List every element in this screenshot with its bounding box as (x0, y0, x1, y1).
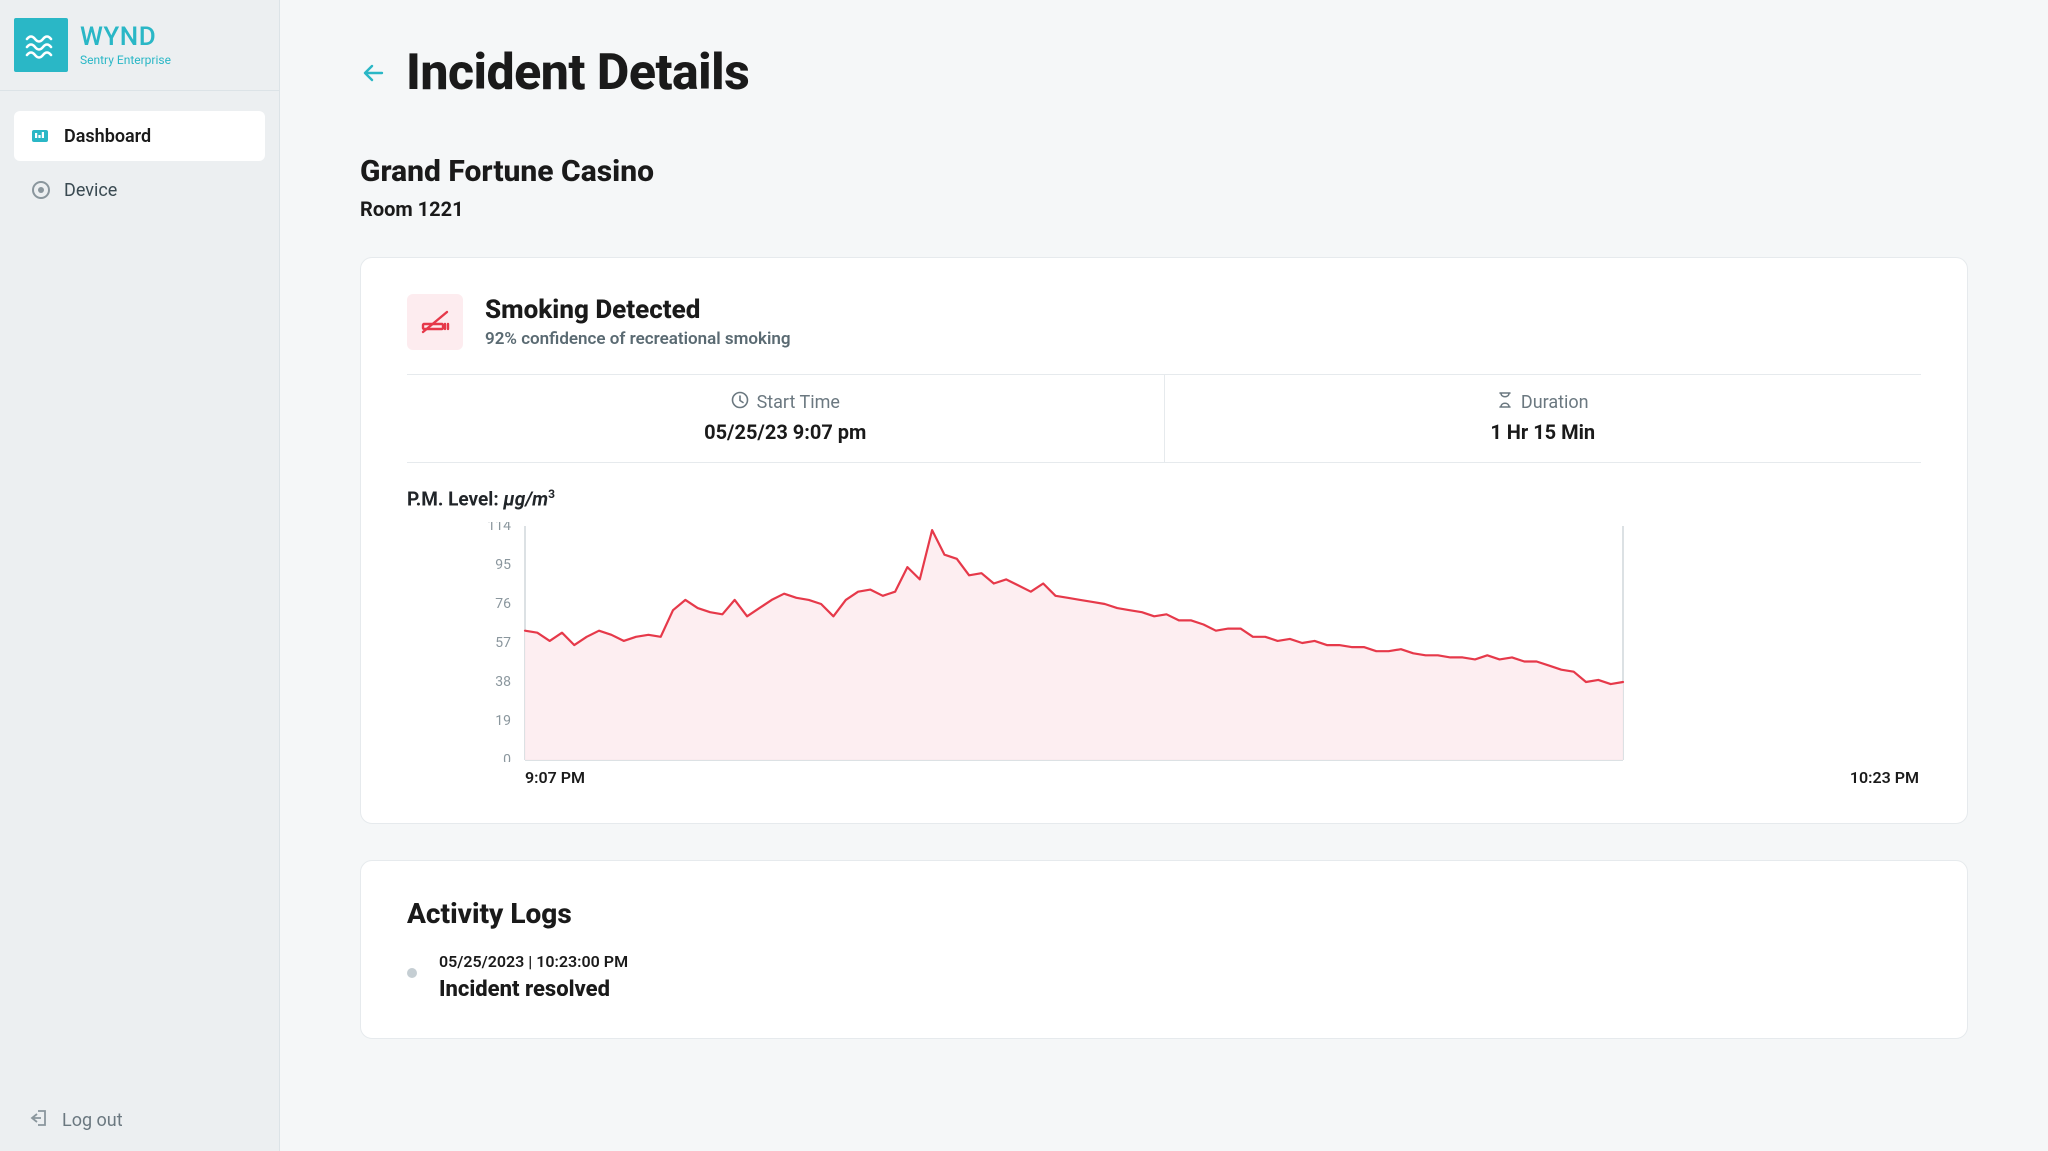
activity-logs-title: Activity Logs (407, 897, 1921, 930)
clock-icon (731, 391, 749, 414)
meta-duration-label: Duration (1521, 392, 1589, 413)
incident-card: Smoking Detected 92% confidence of recre… (360, 257, 1968, 824)
back-button[interactable] (360, 59, 388, 87)
arrow-left-icon (360, 59, 388, 87)
brand-text: WYND Sentry Enterprise (80, 24, 171, 66)
incident-meta: Start Time 05/25/23 9:07 pm Duration 1 H… (407, 375, 1921, 463)
log-dot-icon (407, 968, 417, 978)
brand: WYND Sentry Enterprise (0, 0, 279, 91)
logout-button[interactable]: Log out (0, 1090, 279, 1151)
dashboard-icon (30, 125, 52, 147)
x-label-end: 10:23 PM (1850, 768, 1919, 787)
location-room: Room 1221 (360, 197, 1968, 221)
chart-title-prefix: P.M. Level: (407, 487, 503, 510)
chart-title-unit: µg/m (503, 487, 548, 510)
log-label: Incident resolved (439, 977, 1921, 1002)
svg-text:19: 19 (495, 713, 511, 729)
brand-logo-icon (14, 18, 68, 72)
svg-text:0: 0 (503, 752, 511, 762)
meta-start-label: Start Time (757, 392, 840, 413)
hourglass-icon (1497, 391, 1513, 414)
svg-text:114: 114 (487, 522, 511, 534)
page-title: Incident Details (406, 44, 749, 102)
location-name: Grand Fortune Casino (360, 154, 1968, 189)
title-row: Incident Details (360, 44, 1968, 102)
chart-x-axis: 9:07 PM 10:23 PM (407, 762, 1921, 787)
incident-subtitle: 92% confidence of recreational smoking (485, 329, 791, 349)
incident-header-text: Smoking Detected 92% confidence of recre… (485, 295, 791, 349)
sidebar-item-label: Device (64, 180, 117, 201)
logout-label: Log out (62, 1110, 123, 1131)
brand-subtitle: Sentry Enterprise (80, 54, 171, 66)
smoking-icon (407, 294, 463, 350)
nav: Dashboard Device (0, 91, 279, 1090)
log-time: 05/25/2023 | 10:23:00 PM (439, 952, 1921, 971)
device-icon (30, 179, 52, 201)
sidebar-item-dashboard[interactable]: Dashboard (14, 111, 265, 161)
pm-level-chart: 114 95 76 57 38 19 0 (407, 522, 1627, 762)
incident-header: Smoking Detected 92% confidence of recre… (407, 294, 1921, 375)
main-content: Incident Details Grand Fortune Casino Ro… (280, 0, 2048, 1151)
meta-start-value: 05/25/23 9:07 pm (407, 420, 1164, 444)
chart-title-exp: 3 (548, 487, 555, 501)
chart-title: P.M. Level: µg/m3 (407, 487, 1921, 510)
logout-icon (30, 1108, 50, 1133)
activity-logs-card: Activity Logs 05/25/2023 | 10:23:00 PM I… (360, 860, 1968, 1039)
meta-duration-value: 1 Hr 15 Min (1165, 420, 1922, 444)
chart-wrap: 114 95 76 57 38 19 0 (407, 522, 1921, 762)
meta-start-time: Start Time 05/25/23 9:07 pm (407, 375, 1165, 462)
log-entry: 05/25/2023 | 10:23:00 PM Incident resolv… (407, 952, 1921, 1002)
brand-name: WYND (80, 24, 171, 50)
sidebar-item-device[interactable]: Device (14, 165, 265, 215)
svg-text:95: 95 (495, 557, 511, 573)
meta-duration: Duration 1 Hr 15 Min (1165, 375, 1922, 462)
incident-title: Smoking Detected (485, 295, 791, 325)
svg-text:38: 38 (495, 674, 511, 690)
sidebar: WYND Sentry Enterprise Dashboard Device … (0, 0, 280, 1151)
sidebar-item-label: Dashboard (64, 126, 151, 147)
svg-text:57: 57 (495, 635, 511, 651)
svg-text:76: 76 (495, 596, 511, 612)
x-label-start: 9:07 PM (525, 768, 585, 787)
